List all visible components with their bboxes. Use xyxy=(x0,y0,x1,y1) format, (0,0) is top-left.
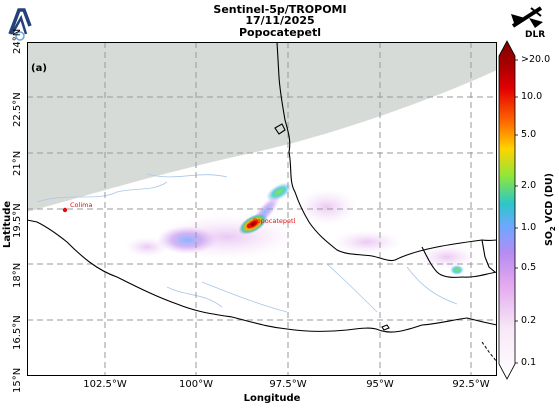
cb-tick-2: 2.0 xyxy=(521,180,537,191)
volcano-marker-popocatepetl: Popocatepetl xyxy=(246,217,296,229)
colorbar-title: SO2 VCD (DU) xyxy=(544,173,557,246)
x-tick-100: 100°W xyxy=(179,379,213,390)
cb-tick-0-5: 0.5 xyxy=(521,262,537,273)
sacs-logo xyxy=(6,4,36,44)
gridlines xyxy=(27,42,497,376)
volcano-label-popocatepetl: Popocatepetl xyxy=(253,217,296,225)
cb-tick-20: >20.0 xyxy=(521,54,551,65)
rivers xyxy=(36,173,458,313)
title-date: 17/11/2025 xyxy=(245,14,315,27)
coastline xyxy=(27,42,497,333)
cb-tick-10: 10.0 xyxy=(521,91,543,102)
dlr-emblem-icon xyxy=(511,6,543,28)
cb-tick-1: 1.0 xyxy=(521,222,537,233)
x-tick-102-5: 102.5°W xyxy=(83,379,127,390)
y-axis-title: Latitude xyxy=(2,200,13,248)
volcano-marker-colima: Colima xyxy=(62,201,92,213)
cb-tick-5: 5.0 xyxy=(521,129,537,140)
map-frame xyxy=(27,42,497,376)
y-tick-21: 21°N xyxy=(12,150,23,176)
title-volcano: Popocatepetl xyxy=(238,26,322,39)
y-tick-24: 24°N xyxy=(12,28,23,54)
panel-label: (a) xyxy=(31,63,47,74)
x-tick-92-5: 92.5°W xyxy=(452,379,490,390)
y-tick-16-5: 16.5°N xyxy=(12,315,23,350)
x-tick-97-5: 97.5°W xyxy=(269,379,307,390)
cb-tick-0-2: 0.2 xyxy=(521,315,537,326)
x-axis-title: Longitude xyxy=(243,393,301,404)
dlr-logo: DLR xyxy=(505,6,550,40)
y-tick-19-5: 19.5°N xyxy=(12,203,23,238)
so2-plume xyxy=(125,182,477,275)
y-tick-15: 15°N xyxy=(12,367,23,393)
colorbar xyxy=(498,40,518,380)
x-tick-95: 95°W xyxy=(366,379,394,390)
y-tick-22-5: 22.5°N xyxy=(12,92,23,127)
volcano-label-colima: Colima xyxy=(70,201,92,209)
title-satellite: Sentinel-5p/TROPOMI xyxy=(213,3,347,16)
dlr-text: DLR xyxy=(525,30,546,40)
y-tick-18: 18°N xyxy=(12,262,23,288)
cb-tick-0-1: 0.1 xyxy=(521,357,537,368)
map-panel: Colima Popocatepetl xyxy=(27,42,497,376)
